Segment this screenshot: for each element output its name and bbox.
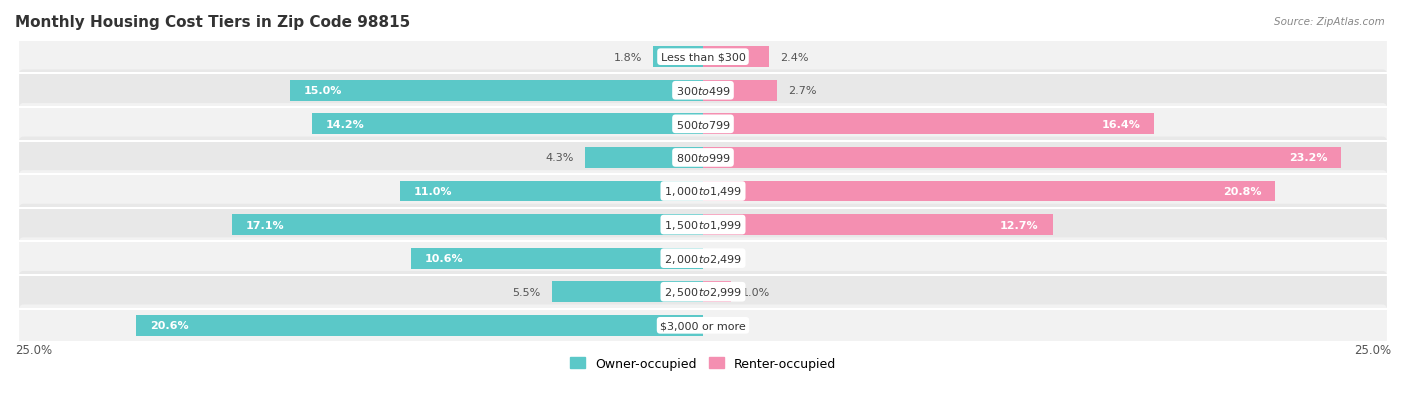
- Legend: Owner-occupied, Renter-occupied: Owner-occupied, Renter-occupied: [565, 352, 841, 375]
- Text: 17.1%: 17.1%: [246, 220, 285, 230]
- Text: 11.0%: 11.0%: [413, 187, 453, 197]
- Text: Less than $300: Less than $300: [661, 52, 745, 62]
- Text: 14.2%: 14.2%: [326, 119, 364, 130]
- Text: $800 to $999: $800 to $999: [675, 152, 731, 164]
- FancyBboxPatch shape: [20, 70, 1386, 112]
- Text: $3,000 or more: $3,000 or more: [661, 320, 745, 330]
- Text: 1.0%: 1.0%: [741, 287, 769, 297]
- FancyBboxPatch shape: [20, 171, 1386, 212]
- Text: $1,000 to $1,499: $1,000 to $1,499: [664, 185, 742, 198]
- Bar: [551, 282, 703, 302]
- Text: $2,500 to $2,999: $2,500 to $2,999: [664, 285, 742, 299]
- Text: 25.0%: 25.0%: [15, 343, 52, 356]
- Bar: [136, 315, 703, 336]
- Text: $500 to $799: $500 to $799: [675, 119, 731, 131]
- Text: 23.2%: 23.2%: [1289, 153, 1327, 163]
- FancyBboxPatch shape: [20, 137, 1386, 179]
- FancyBboxPatch shape: [20, 271, 1386, 313]
- Bar: [703, 81, 778, 102]
- FancyBboxPatch shape: [20, 104, 1386, 145]
- Bar: [703, 181, 1275, 202]
- Bar: [585, 148, 703, 169]
- FancyBboxPatch shape: [20, 238, 1386, 279]
- Bar: [232, 215, 703, 235]
- Text: 0.0%: 0.0%: [714, 254, 742, 263]
- Text: Source: ZipAtlas.com: Source: ZipAtlas.com: [1274, 17, 1385, 26]
- Text: 5.5%: 5.5%: [512, 287, 541, 297]
- Bar: [703, 215, 1053, 235]
- Text: 2.7%: 2.7%: [789, 86, 817, 96]
- FancyBboxPatch shape: [20, 204, 1386, 246]
- Text: 12.7%: 12.7%: [1000, 220, 1039, 230]
- Text: 4.3%: 4.3%: [546, 153, 574, 163]
- Text: $300 to $499: $300 to $499: [675, 85, 731, 97]
- Bar: [412, 248, 703, 269]
- Bar: [654, 47, 703, 68]
- Bar: [703, 282, 731, 302]
- Bar: [401, 181, 703, 202]
- Text: 15.0%: 15.0%: [304, 86, 342, 96]
- Text: 1.8%: 1.8%: [614, 52, 643, 62]
- Text: $1,500 to $1,999: $1,500 to $1,999: [664, 218, 742, 232]
- Text: 20.8%: 20.8%: [1223, 187, 1261, 197]
- Text: 10.6%: 10.6%: [425, 254, 464, 263]
- Bar: [703, 148, 1341, 169]
- Bar: [703, 47, 769, 68]
- FancyBboxPatch shape: [20, 37, 1386, 78]
- Text: 20.6%: 20.6%: [150, 320, 188, 330]
- Text: 2.4%: 2.4%: [780, 52, 808, 62]
- Bar: [290, 81, 703, 102]
- Text: 25.0%: 25.0%: [1354, 343, 1391, 356]
- Text: Monthly Housing Cost Tiers in Zip Code 98815: Monthly Housing Cost Tiers in Zip Code 9…: [15, 15, 411, 30]
- Text: $2,000 to $2,499: $2,000 to $2,499: [664, 252, 742, 265]
- FancyBboxPatch shape: [20, 305, 1386, 346]
- Bar: [703, 114, 1154, 135]
- Bar: [312, 114, 703, 135]
- Text: 0.0%: 0.0%: [714, 320, 742, 330]
- Text: 16.4%: 16.4%: [1102, 119, 1140, 130]
